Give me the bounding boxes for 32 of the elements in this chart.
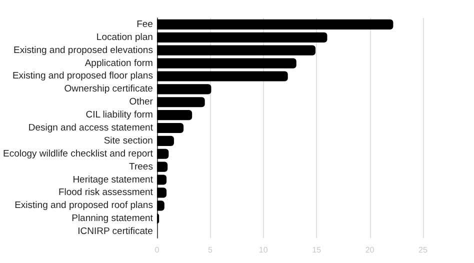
y-tick-label: ICNIRP certificate — [78, 226, 153, 238]
y-tick-label: CIL liability form — [86, 110, 154, 121]
bar — [156, 45, 316, 56]
bar — [156, 110, 192, 120]
y-tick-label: Ecology wildlife checklist and report — [2, 148, 154, 160]
y-tick-label: Site section — [104, 135, 153, 146]
bar — [156, 97, 205, 108]
bar — [156, 19, 394, 30]
y-tick-label: Fee — [136, 18, 153, 30]
y-tick-label: Existing and proposed roof plans — [14, 200, 154, 212]
bar — [156, 188, 167, 198]
bar — [156, 32, 328, 42]
bar — [156, 71, 288, 82]
y-tick-label: Design and access statement — [28, 122, 154, 134]
bar — [156, 122, 184, 134]
y-tick-label: Heritage statement — [72, 174, 154, 186]
y-tick-label: Application form — [84, 58, 154, 69]
y-tick-label: Flood risk assessment — [58, 187, 154, 198]
y-tick-label: Existing and proposed floor plans — [12, 70, 154, 82]
y-tick-label: Existing and proposed elevations — [14, 44, 154, 56]
bar — [156, 174, 167, 185]
bar — [156, 200, 164, 211]
bar — [156, 58, 296, 68]
y-tick-label: Ownership certificate — [64, 84, 153, 95]
bar — [156, 162, 168, 172]
bar — [156, 148, 169, 159]
y-tick-label: Planning statement — [72, 213, 154, 224]
bar — [156, 136, 174, 146]
y-tick-label: Location plan — [96, 32, 153, 43]
y-tick-label: Other — [129, 96, 153, 108]
y-tick-label: Trees — [129, 161, 154, 172]
bar — [156, 84, 212, 94]
